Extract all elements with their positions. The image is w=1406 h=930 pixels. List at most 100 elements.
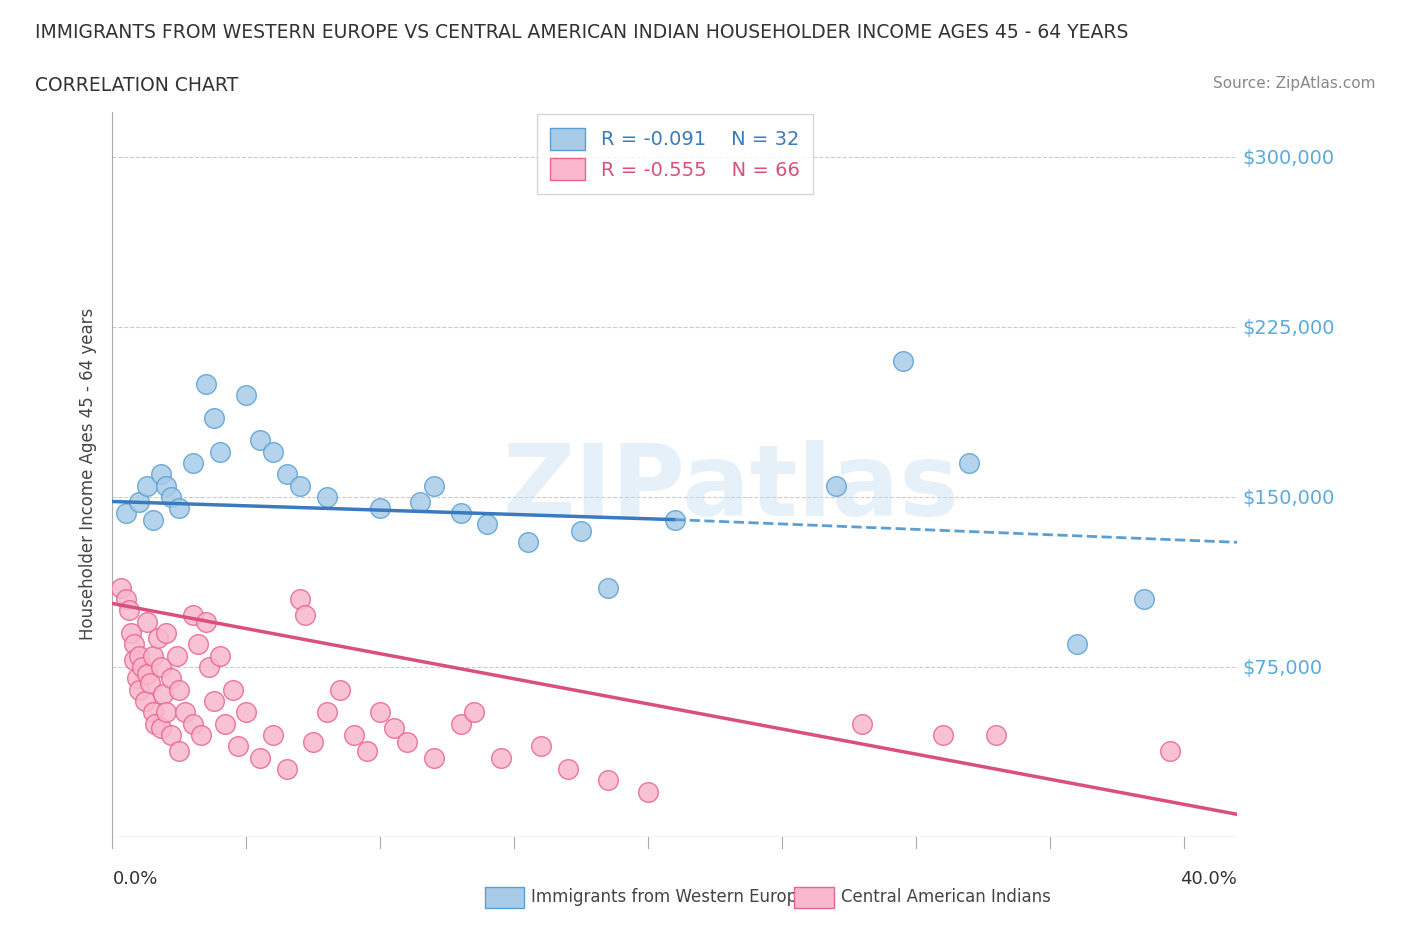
Point xyxy=(342,727,364,742)
Point xyxy=(235,705,257,720)
Point xyxy=(160,489,183,504)
Point xyxy=(262,445,284,459)
Point xyxy=(959,456,981,471)
Point xyxy=(302,735,325,750)
Point xyxy=(294,607,316,622)
Point xyxy=(120,626,142,641)
Point xyxy=(173,705,195,720)
Point xyxy=(122,653,145,668)
Point xyxy=(249,751,271,765)
Point xyxy=(368,501,391,516)
Point xyxy=(477,517,499,532)
Point xyxy=(214,716,236,731)
Point xyxy=(187,637,209,652)
Point xyxy=(160,727,183,742)
Point xyxy=(115,505,138,520)
Point xyxy=(851,716,873,731)
Point xyxy=(152,686,174,701)
Point xyxy=(315,705,337,720)
Text: IMMIGRANTS FROM WESTERN EUROPE VS CENTRAL AMERICAN INDIAN HOUSEHOLDER INCOME AGE: IMMIGRANTS FROM WESTERN EUROPE VS CENTRA… xyxy=(35,23,1129,42)
Point xyxy=(166,648,188,663)
Text: Immigrants from Western Europe: Immigrants from Western Europe xyxy=(531,888,808,907)
Point xyxy=(1159,743,1181,758)
Text: Source: ZipAtlas.com: Source: ZipAtlas.com xyxy=(1212,76,1375,91)
Text: 0.0%: 0.0% xyxy=(112,870,157,887)
Point xyxy=(146,631,169,645)
Point xyxy=(181,607,204,622)
Point xyxy=(208,445,231,459)
Point xyxy=(396,735,419,750)
Point xyxy=(423,751,446,765)
Point xyxy=(181,716,204,731)
Point xyxy=(125,671,148,685)
Point xyxy=(202,410,225,425)
Point xyxy=(115,591,138,606)
Point xyxy=(530,738,553,753)
Point xyxy=(128,648,150,663)
Point xyxy=(128,494,150,509)
Legend: R = -0.091    N = 32, R = -0.555    N = 66: R = -0.091 N = 32, R = -0.555 N = 66 xyxy=(537,114,813,194)
Point xyxy=(288,478,311,493)
Point xyxy=(637,784,659,799)
Text: ZIPatlas: ZIPatlas xyxy=(503,440,959,538)
Point xyxy=(208,648,231,663)
Point xyxy=(195,377,218,392)
Point xyxy=(450,505,472,520)
Point xyxy=(516,535,538,550)
Point xyxy=(190,727,212,742)
Point xyxy=(142,705,165,720)
Point xyxy=(195,614,218,629)
Point xyxy=(149,467,172,482)
Point xyxy=(986,727,1008,742)
Point xyxy=(110,580,132,595)
Point xyxy=(222,683,245,698)
Point xyxy=(169,683,191,698)
Point xyxy=(117,603,139,618)
Point xyxy=(155,478,177,493)
Point xyxy=(489,751,512,765)
Point xyxy=(235,388,257,403)
Point xyxy=(155,626,177,641)
Point xyxy=(142,648,165,663)
Point xyxy=(202,694,225,709)
Point xyxy=(931,727,953,742)
Point xyxy=(569,524,592,538)
Point xyxy=(149,659,172,674)
Point xyxy=(423,478,446,493)
Point xyxy=(1066,637,1088,652)
Point xyxy=(155,705,177,720)
Point xyxy=(143,716,166,731)
Point xyxy=(128,683,150,698)
Point xyxy=(134,694,156,709)
Point xyxy=(315,489,337,504)
Text: 40.0%: 40.0% xyxy=(1181,870,1237,887)
Y-axis label: Householder Income Ages 45 - 64 years: Householder Income Ages 45 - 64 years xyxy=(79,308,97,641)
Point xyxy=(368,705,391,720)
Point xyxy=(382,721,405,736)
Point xyxy=(1132,591,1154,606)
Point xyxy=(169,743,191,758)
Point xyxy=(149,721,172,736)
Point xyxy=(664,512,686,527)
Point xyxy=(160,671,183,685)
Point xyxy=(409,494,432,509)
Point xyxy=(131,659,153,674)
Point xyxy=(276,467,298,482)
Point xyxy=(262,727,284,742)
Point xyxy=(824,478,846,493)
Point xyxy=(288,591,311,606)
Point xyxy=(136,667,159,682)
Point xyxy=(136,478,159,493)
Point xyxy=(122,637,145,652)
Point xyxy=(142,512,165,527)
Point xyxy=(450,716,472,731)
Point xyxy=(169,501,191,516)
Point xyxy=(249,432,271,447)
Point xyxy=(596,773,619,788)
Point xyxy=(463,705,485,720)
Text: CORRELATION CHART: CORRELATION CHART xyxy=(35,76,239,95)
Point xyxy=(329,683,352,698)
Point xyxy=(228,738,250,753)
Point xyxy=(136,614,159,629)
Point xyxy=(557,762,579,777)
